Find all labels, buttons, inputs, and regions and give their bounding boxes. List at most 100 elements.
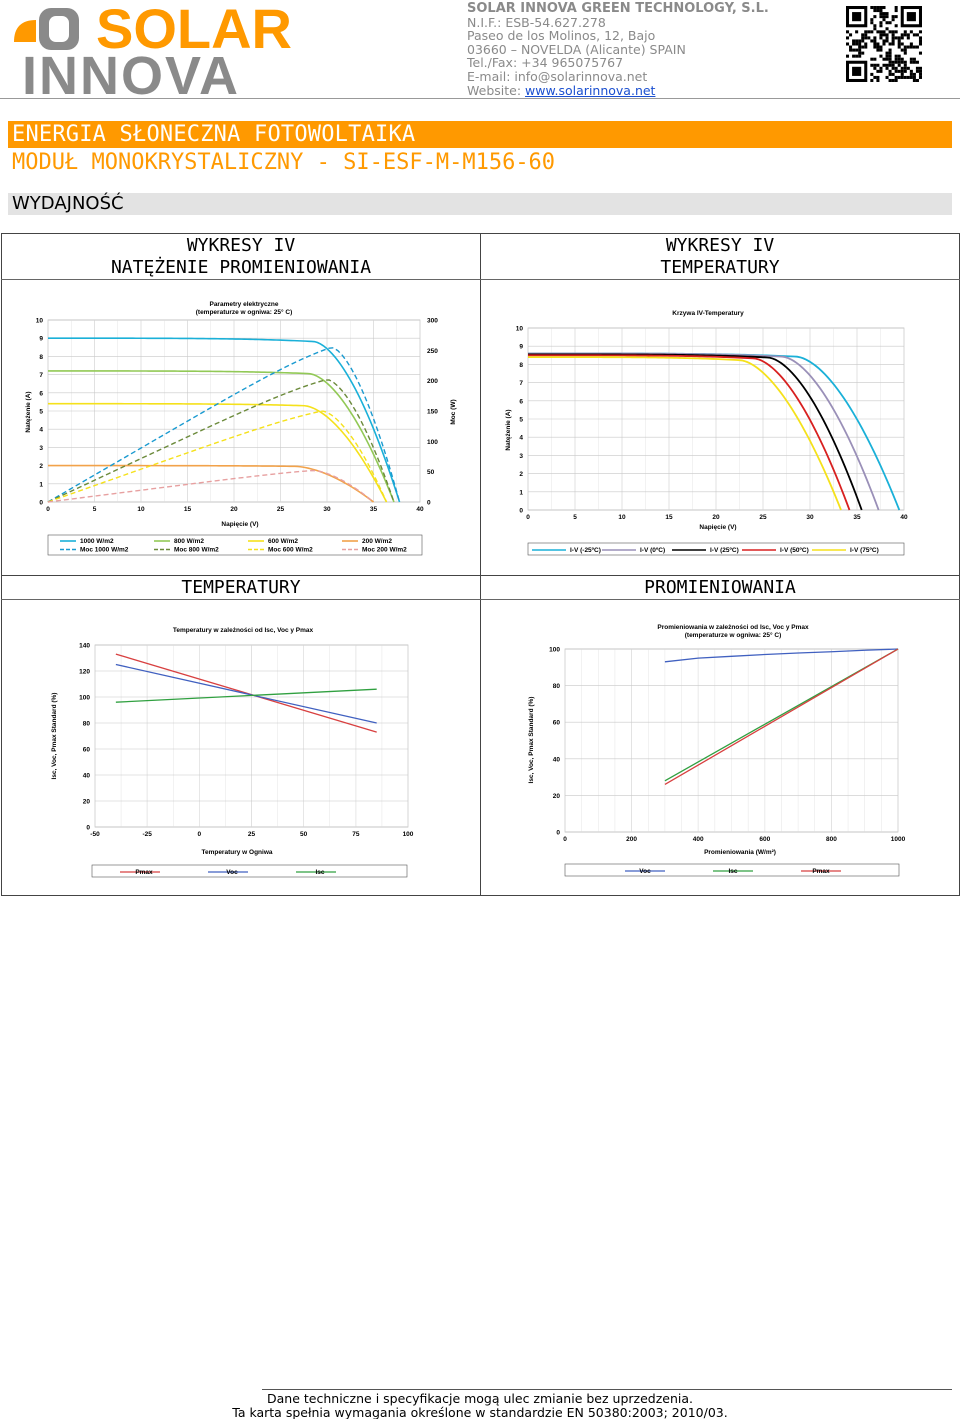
legend-label: Pmax [135,869,153,876]
y-tick-label: 0 [39,500,43,507]
footer-divider [262,1389,952,1390]
chart2-legend: I-V (-25ºC) I-V (0ºC) I-V (25ºC) I-V (50ºC)… [527,542,905,556]
qr-finder-core [906,12,916,22]
qr-module [855,30,859,34]
qr-module [882,63,886,67]
qr-module [858,48,862,52]
qr-module [888,21,892,25]
qr-finder-core [852,66,862,76]
y-tick-label: 140 [79,643,90,650]
chart-subtitle: (temperaturze w ogniwa: 25° C) [685,631,782,639]
x-tick-label: 35 [370,506,378,513]
y-tick-label: 80 [553,683,561,690]
y-tick-label: 0 [556,830,560,837]
qr-module [909,42,913,46]
qr-module [891,78,895,82]
qr-module [903,60,907,64]
y-tick-label: 10 [36,318,44,325]
qr-module [858,42,862,46]
x-tick-label: 15 [665,514,673,521]
qr-module [897,75,901,79]
panel1-heading-line1: WYKRESY IV [186,235,296,256]
panel4-heading: PROMIENIOWANIA [644,577,796,598]
qr-module [912,78,916,82]
x-axis-label: Napięcie (V) [221,521,258,528]
qr-module [894,66,898,70]
y-tick-label: 20 [83,799,91,806]
website-link[interactable]: www.solarinnova.net [525,82,656,98]
y-tick-label: 20 [553,793,561,800]
qr-module [909,30,913,34]
x-tick-label: 40 [900,514,908,521]
qr-module [879,48,883,52]
qr-module [891,66,895,70]
x-tick-label: 50 [300,831,308,838]
y-tick-label: 100 [79,695,90,702]
qr-module [873,75,877,79]
qr-module [897,60,901,64]
y-tick-label: 7 [519,380,523,387]
iv-temp-series-line [528,356,842,511]
section-band [8,193,952,215]
x-tick-label: 600 [759,836,770,843]
x-tick-label: -25 [142,831,152,838]
qr-module [915,33,919,37]
legend-label: Isc [728,868,737,875]
qr-module [879,69,883,73]
y2-tick-label: 50 [427,469,435,476]
qr-module [861,45,865,49]
qr-module [885,12,889,16]
logo-text-innova: INNOVA [22,46,240,97]
qr-module [858,54,862,58]
y-tick-label: 40 [553,756,561,763]
qr-module [879,6,883,10]
qr-module [888,78,892,82]
panel2-heading-line2: TEMPERATURY [660,257,780,278]
qr-module [855,54,859,58]
legend-label: Moc 600 W/m2 [268,547,313,554]
y-tick-label: 8 [519,362,523,369]
qr-module [870,30,874,34]
y-axis-label: Natężenie (A) [505,409,512,450]
qr-module [888,54,892,58]
legend-label: I-V (25ºC) [710,547,739,554]
qr-module [903,48,907,52]
qr-module [882,42,886,46]
qr-module [897,45,901,49]
iv-series-line [48,370,395,503]
qr-module [861,36,865,40]
qr-module [876,9,880,13]
chart-subtitle: (temperaturze w ogniwa: 25° C) [196,308,293,316]
legend-label: Moc 1000 W/m2 [80,547,129,554]
qr-module [870,63,874,67]
x-tick-label: 0 [46,506,50,513]
qr-module [900,36,904,40]
x-tick-label: 0 [526,514,530,521]
qr-module [885,39,889,43]
x-tick-label: 100 [403,831,414,838]
y-tick-label: 1 [39,481,43,488]
y-tick-label: 2 [39,463,43,470]
x-axis-label: Napięcie (V) [699,524,736,531]
qr-module [879,66,883,70]
chart-title: Temperatury w zależności od Isc, Voc y P… [173,627,314,634]
y-tick-label: 7 [39,372,43,379]
x-tick-label: 35 [853,514,861,521]
power-series-line [47,410,388,503]
qr-module [888,42,892,46]
qr-module [888,69,892,73]
x-axis-label: Temperatury w Ogniwa [201,849,272,856]
qr-module [894,75,898,79]
iv-series-line [48,337,401,503]
y-tick-label: 80 [83,721,91,728]
qr-module [882,12,886,16]
solar-innova-logo: SOLAR INNOVA [14,2,292,97]
y-tick-label: 8 [39,354,43,361]
y-tick-label: 6 [519,398,523,405]
qr-module [891,18,895,22]
qr-module [897,69,901,73]
qr-module [849,48,853,52]
qr-module [846,54,850,58]
qr-module [873,57,877,61]
legend-label: Moc 200 W/m2 [362,547,407,554]
